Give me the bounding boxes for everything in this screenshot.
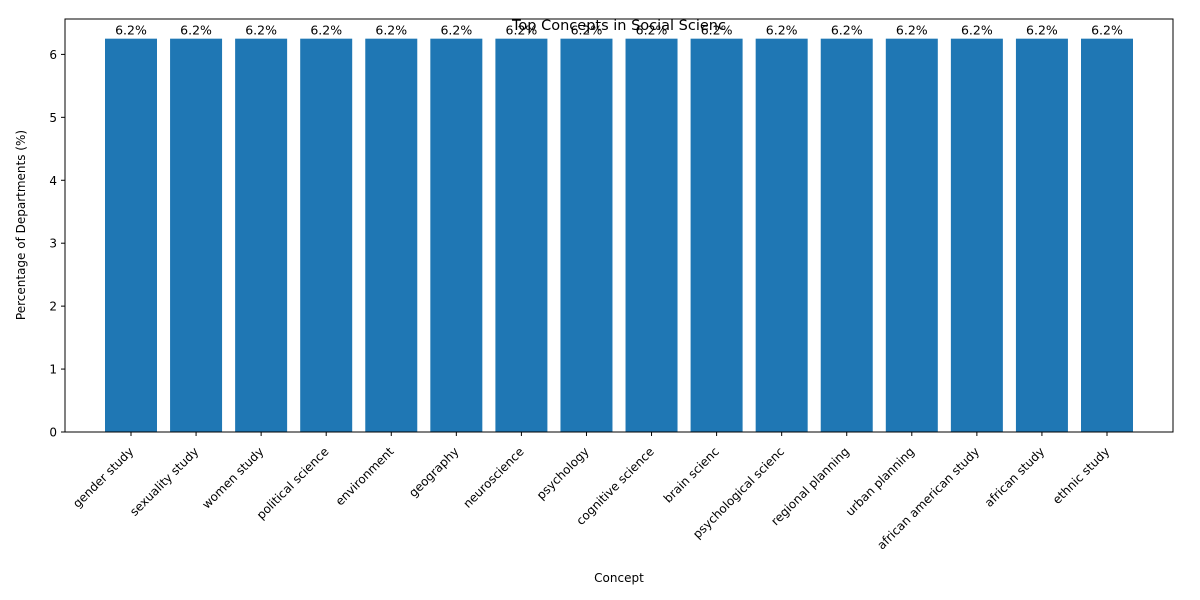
x-axis-label: Concept xyxy=(594,571,644,585)
y-tick-label: 6 xyxy=(49,48,57,62)
bar-value-label: 6.2% xyxy=(1026,23,1058,38)
x-tick-label: gender study xyxy=(70,444,136,510)
bar xyxy=(1081,38,1133,433)
x-tick-label: psychology xyxy=(534,444,592,502)
chart-title: Top Concepts in Social Scienc xyxy=(511,18,726,34)
x-tick-label: geography xyxy=(406,444,462,500)
y-tick-label: 5 xyxy=(49,111,57,125)
bar-value-label: 6.2% xyxy=(701,23,733,38)
y-tick-label: 3 xyxy=(49,237,57,251)
y-axis-label: Percentage of Departments (%) xyxy=(14,130,28,320)
bar xyxy=(820,38,873,433)
bar xyxy=(1015,38,1068,433)
bar xyxy=(950,38,1003,433)
bar-value-label: 6.2% xyxy=(831,23,863,38)
y-tick-label: 0 xyxy=(49,426,57,440)
bar-value-label: 6.2% xyxy=(896,23,928,38)
bar-value-label: 6.2% xyxy=(766,23,798,38)
bar xyxy=(170,38,223,433)
x-tick-label: women study xyxy=(199,444,266,511)
bar-value-label: 6.2% xyxy=(375,23,407,38)
bar xyxy=(495,38,548,433)
x-tick-label: environment xyxy=(333,444,397,508)
bar-value-label: 6.2% xyxy=(440,23,472,38)
bar-value-label: 6.2% xyxy=(115,23,147,38)
x-tick-label: brain scienc xyxy=(661,444,722,505)
bar-value-label: 6.2% xyxy=(245,23,277,38)
data-labels-layer: 6.2% 6.2% 6.2% 6.2% 6.2% 6.2% 6.2% 6.2% 6.2% 6.2%… xyxy=(115,23,1123,38)
x-tick-label: ethnic study xyxy=(1050,444,1112,506)
bars-layer xyxy=(105,38,1133,433)
plot-frame xyxy=(64,18,1174,433)
bar xyxy=(755,38,808,433)
x-tick-label: neuroscience xyxy=(460,444,526,510)
bar-value-label: 6.2% xyxy=(636,23,668,38)
bar-value-label: 6.2% xyxy=(571,23,603,38)
bar xyxy=(235,38,288,433)
bar-value-label: 6.2% xyxy=(506,23,538,38)
x-tick-label: african study xyxy=(982,444,1047,509)
bar-value-label: 6.2% xyxy=(310,23,342,38)
bar xyxy=(300,38,353,433)
y-tick-label: 1 xyxy=(49,363,57,377)
bar xyxy=(560,38,613,433)
bar xyxy=(625,38,678,433)
x-tick-label: political science xyxy=(254,444,332,522)
x-tick-label: sexuality study xyxy=(127,444,201,518)
y-tick-label: 2 xyxy=(49,300,57,314)
bar-value-label: 6.2% xyxy=(961,23,993,38)
x-tick-label: urban planning xyxy=(843,444,917,518)
bar xyxy=(105,38,157,433)
y-axis: 0 1 2 3 4 5 6 xyxy=(49,48,65,440)
bar xyxy=(885,38,938,433)
bar-value-label: 6.2% xyxy=(1091,23,1123,38)
y-tick-label: 4 xyxy=(49,174,57,188)
bar xyxy=(690,38,743,433)
bar-value-label: 6.2% xyxy=(180,23,212,38)
bar xyxy=(365,38,418,433)
bar xyxy=(430,38,483,433)
